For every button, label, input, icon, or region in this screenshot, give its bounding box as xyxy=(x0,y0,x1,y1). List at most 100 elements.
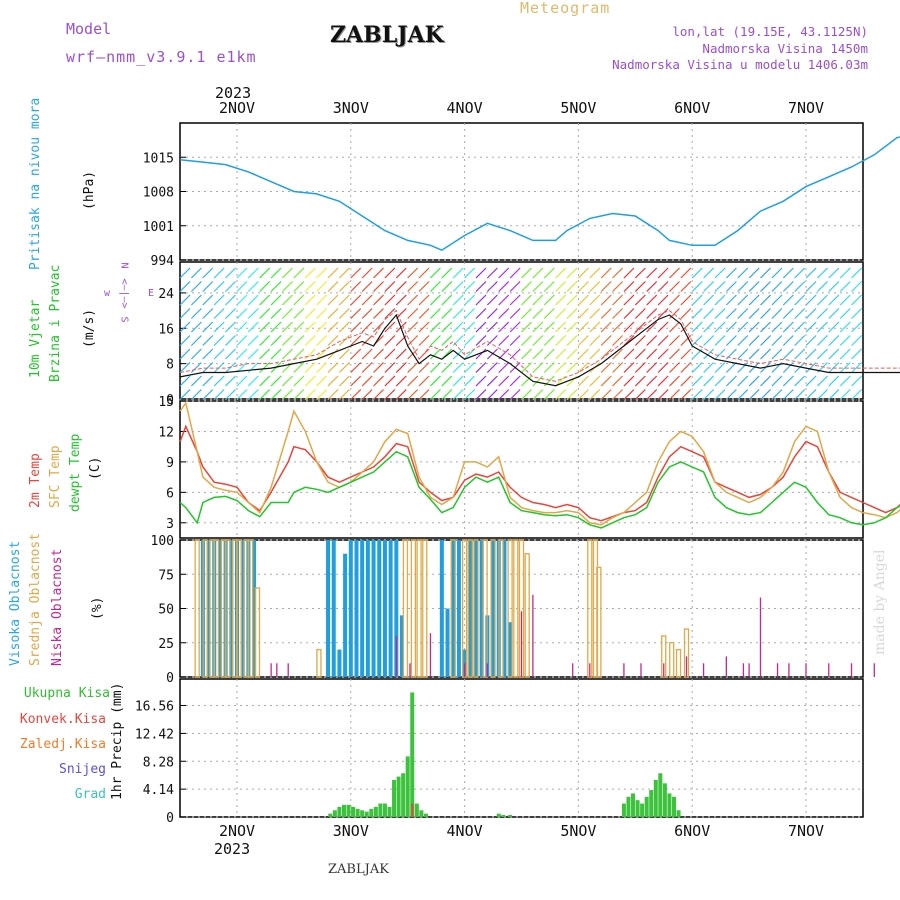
wind-arrow xyxy=(361,335,373,346)
wind-arrow xyxy=(202,308,214,319)
wind-arrow xyxy=(725,335,737,346)
wind-arrow xyxy=(771,375,783,387)
wind-arrow xyxy=(612,281,623,292)
wind-arrow xyxy=(236,308,248,319)
wind-arrow xyxy=(828,267,840,279)
cloud-high-bar xyxy=(445,608,450,677)
wind-arrow xyxy=(441,294,453,306)
wind-arrow xyxy=(589,281,601,292)
wind-arrow xyxy=(384,267,396,279)
wind-arrow xyxy=(327,308,339,319)
precip-total-bar xyxy=(364,811,369,817)
wind-arrow xyxy=(259,281,271,292)
wind-arrow xyxy=(259,348,271,360)
wind-arrow xyxy=(782,267,794,279)
wind-arrow xyxy=(725,389,737,400)
wind-arrow xyxy=(509,281,521,292)
wind-arrow xyxy=(304,294,316,306)
wind-arrow xyxy=(805,321,817,333)
wind-arrow xyxy=(669,321,680,333)
wind-arrow xyxy=(293,321,305,333)
wind-arrow xyxy=(213,308,225,319)
wind-arrow xyxy=(293,375,305,387)
wind-arrow xyxy=(202,294,214,306)
compass-e: E xyxy=(148,288,155,299)
precip-total-bar xyxy=(658,773,663,817)
wind-arrow xyxy=(395,375,407,387)
wind-arrow xyxy=(623,389,635,400)
wind-arrow xyxy=(247,375,259,387)
wind-arrow xyxy=(293,362,305,373)
wind-arrow xyxy=(395,362,407,373)
precip-total-bar xyxy=(414,803,419,817)
wind-arrow xyxy=(634,267,646,279)
temp-dew-line xyxy=(179,450,900,529)
wind-arrow xyxy=(669,335,680,346)
wind-arrow xyxy=(703,362,715,373)
precip-total-bar xyxy=(346,804,351,817)
wind-arrow xyxy=(612,375,623,387)
wind-arrow xyxy=(669,362,680,373)
wind-arrow xyxy=(247,267,259,279)
wind-arrow xyxy=(282,335,293,346)
wind-arrow xyxy=(282,375,293,387)
wind-arrow xyxy=(577,321,589,333)
wind-arrow xyxy=(521,321,532,333)
day-label-bottom: 6NOV xyxy=(674,822,710,840)
cloud-high-bar xyxy=(337,649,342,677)
wind-arrow xyxy=(851,375,863,387)
wind-arrow xyxy=(190,294,202,306)
wind-arrow xyxy=(418,267,430,279)
wind-arrow xyxy=(452,389,464,400)
cloud-mid-bar xyxy=(467,539,473,678)
ytick-label-precipitation: 8.28 xyxy=(143,755,174,770)
wind-arrow xyxy=(452,267,464,279)
wind-arrow xyxy=(817,308,828,319)
wind-arrow xyxy=(680,281,692,292)
wind-arrow xyxy=(691,362,703,373)
wind-arrow xyxy=(236,267,248,279)
wind-arrow xyxy=(794,389,806,400)
wind-arrow xyxy=(247,308,259,319)
wind-arrow xyxy=(213,389,225,400)
wind-arrow xyxy=(805,308,817,319)
wind-arrow xyxy=(373,308,384,319)
wind-arrow xyxy=(543,308,555,319)
ytick-label-wind: 8 xyxy=(166,358,174,373)
wind-arrow xyxy=(407,267,419,279)
wind-arrow xyxy=(748,321,760,333)
wind-arrow xyxy=(259,267,271,279)
wind-arrow xyxy=(612,348,623,360)
wind-arrow xyxy=(373,348,384,360)
wind-arrow xyxy=(657,348,669,360)
wind-arrow xyxy=(555,294,567,306)
wind-arrow xyxy=(680,335,692,346)
precip-total-bar xyxy=(328,813,333,817)
wind-arrow xyxy=(748,267,760,279)
wind-arrow xyxy=(236,294,248,306)
wind-arrow xyxy=(350,321,362,333)
wind-arrow xyxy=(771,321,783,333)
wind-arrow xyxy=(338,375,350,387)
wind-arrow xyxy=(669,308,680,319)
wind-arrow xyxy=(452,321,464,333)
wind-arrow xyxy=(464,348,476,360)
day-label-top: 6NOV xyxy=(674,99,710,117)
wind-arrow xyxy=(543,267,555,279)
ytick-label-pressure: 994 xyxy=(151,254,175,269)
wind-arrow xyxy=(304,267,316,279)
wind-arrow xyxy=(179,308,191,319)
wind-arrow xyxy=(543,348,555,360)
wind-arrow xyxy=(612,267,623,279)
precip-total-bar xyxy=(640,803,645,817)
wind-arrow xyxy=(259,389,271,400)
wind-arrow xyxy=(521,389,532,400)
wind-arrow xyxy=(350,294,362,306)
wind-arrow xyxy=(760,321,771,333)
wind-arrow xyxy=(430,389,441,400)
wind-speed-line xyxy=(179,313,900,387)
wind-arrow xyxy=(657,281,669,292)
wind-arrow xyxy=(555,267,567,279)
wind-arrow xyxy=(395,281,407,292)
wind-arrow xyxy=(555,335,567,346)
